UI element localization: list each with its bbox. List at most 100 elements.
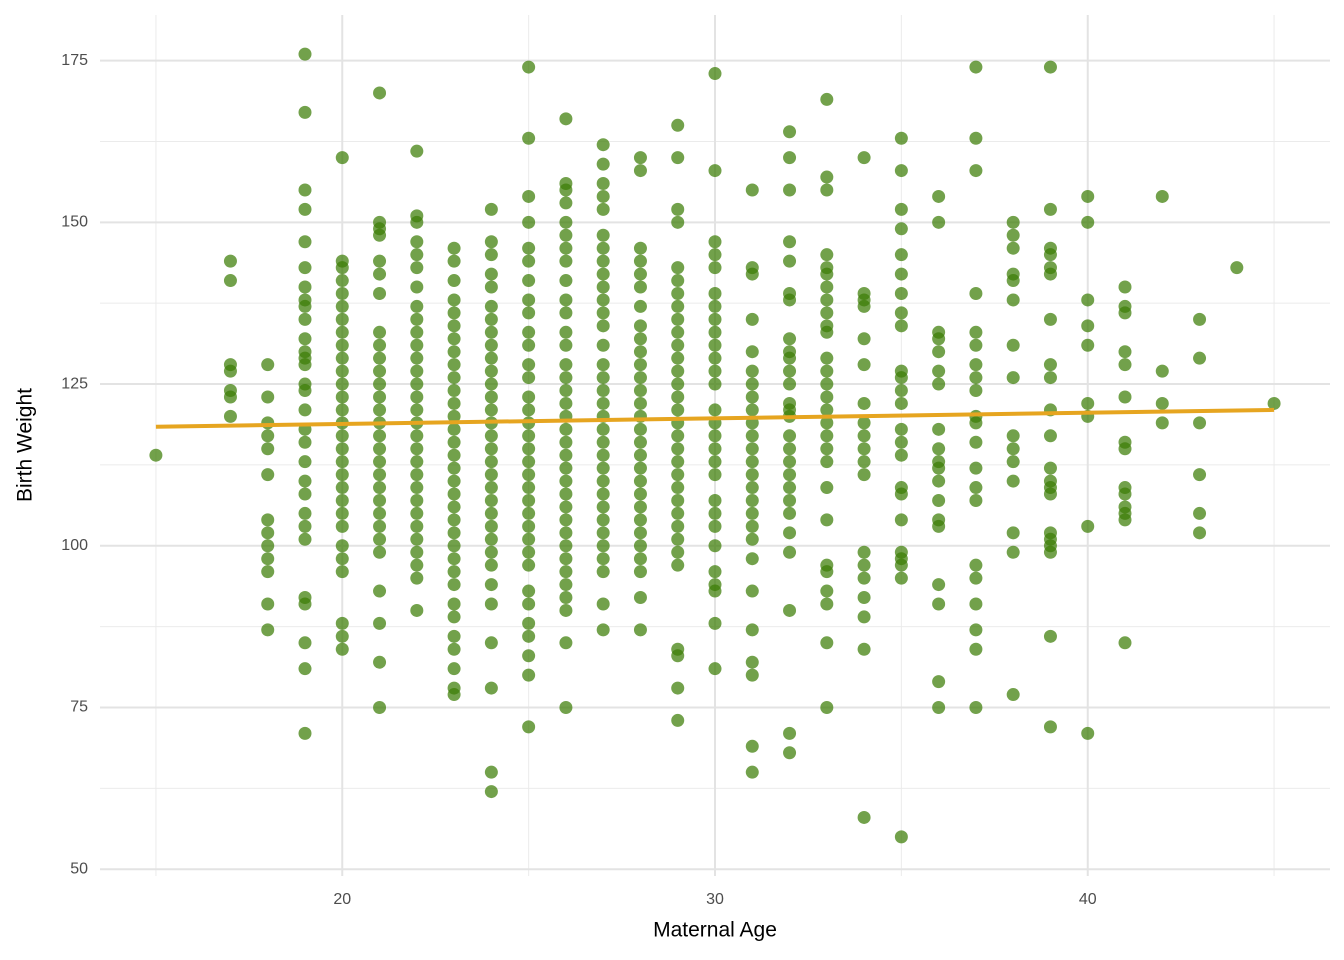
point <box>671 312 685 326</box>
point <box>708 616 722 630</box>
point <box>745 183 759 197</box>
point <box>633 513 647 527</box>
point <box>484 578 498 592</box>
point <box>484 267 498 281</box>
point <box>335 364 349 378</box>
point <box>969 371 983 385</box>
point <box>559 474 573 488</box>
point <box>596 513 610 527</box>
point <box>671 519 685 533</box>
point <box>447 500 461 514</box>
point <box>335 468 349 482</box>
trend-line <box>155 407 1275 429</box>
point <box>671 202 685 216</box>
point <box>559 552 573 566</box>
point <box>522 616 536 630</box>
point <box>1118 636 1132 650</box>
point <box>671 429 685 443</box>
point <box>596 202 610 216</box>
point <box>447 487 461 501</box>
point <box>671 351 685 365</box>
point <box>447 384 461 398</box>
point <box>932 675 946 689</box>
point <box>633 591 647 605</box>
point <box>298 474 312 488</box>
point <box>335 642 349 656</box>
point <box>373 228 387 242</box>
point <box>410 493 424 507</box>
point <box>820 306 834 320</box>
point <box>261 539 275 553</box>
point <box>857 416 871 430</box>
point <box>932 519 946 533</box>
point <box>783 493 797 507</box>
point <box>373 584 387 598</box>
point <box>745 493 759 507</box>
point <box>522 60 536 74</box>
point <box>969 481 983 495</box>
point <box>671 493 685 507</box>
point <box>969 461 983 475</box>
point <box>708 325 722 339</box>
point <box>373 364 387 378</box>
point <box>1043 358 1057 372</box>
point <box>596 435 610 449</box>
point <box>261 442 275 456</box>
point <box>410 532 424 546</box>
point <box>373 493 387 507</box>
point <box>559 422 573 436</box>
point <box>708 286 722 300</box>
point <box>708 506 722 520</box>
point <box>484 442 498 456</box>
point <box>894 384 908 398</box>
point <box>261 468 275 482</box>
point <box>671 261 685 275</box>
point <box>261 552 275 566</box>
point <box>447 435 461 449</box>
point <box>745 765 759 779</box>
point <box>223 364 237 378</box>
point <box>447 642 461 656</box>
point <box>857 332 871 346</box>
point <box>559 228 573 242</box>
point <box>820 248 834 262</box>
point <box>559 215 573 229</box>
point <box>559 526 573 540</box>
point <box>932 474 946 488</box>
point <box>633 435 647 449</box>
point <box>559 500 573 514</box>
point <box>671 338 685 352</box>
point <box>559 241 573 255</box>
point <box>559 371 573 385</box>
point <box>410 442 424 456</box>
point <box>1155 189 1169 203</box>
point <box>373 655 387 669</box>
point <box>969 416 983 430</box>
point <box>410 312 424 326</box>
point <box>969 384 983 398</box>
point <box>298 202 312 216</box>
point <box>484 765 498 779</box>
point <box>969 131 983 145</box>
point <box>932 461 946 475</box>
point <box>894 202 908 216</box>
point <box>410 377 424 391</box>
point <box>484 364 498 378</box>
point <box>1006 228 1020 242</box>
point <box>783 183 797 197</box>
point <box>484 468 498 482</box>
point <box>447 332 461 346</box>
point <box>783 455 797 469</box>
point <box>447 578 461 592</box>
point <box>484 519 498 533</box>
point <box>671 325 685 339</box>
point <box>559 565 573 579</box>
point <box>559 487 573 501</box>
point <box>596 138 610 152</box>
point <box>596 474 610 488</box>
point <box>484 390 498 404</box>
point <box>745 623 759 637</box>
point <box>484 532 498 546</box>
point <box>1118 390 1132 404</box>
point <box>932 189 946 203</box>
